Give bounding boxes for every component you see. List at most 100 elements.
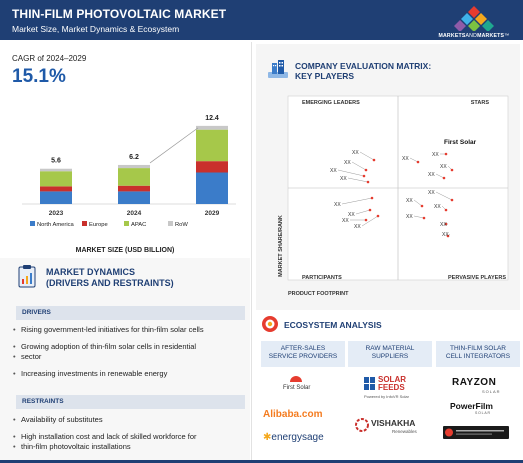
matrix-point-label: XX (330, 168, 337, 174)
energysage-mark-icon: ✱ (263, 432, 272, 443)
x-tick-label: 2024 (127, 210, 142, 217)
bar-europe-2023 (40, 186, 72, 192)
footer-line (0, 460, 523, 463)
bar-total-label: 12.4 (205, 115, 219, 122)
bar-total-label: 6.2 (129, 154, 139, 161)
matrix-connector (355, 209, 371, 215)
legend-label: RoW (175, 222, 188, 228)
header-bar: THIN-FILM PHOTOVOLTAIC MARKET Market Siz… (0, 0, 523, 40)
matrix-point (450, 198, 454, 202)
brand-energysage: ✱energysage (263, 432, 324, 443)
matrix-title: COMPANY EVALUATION MATRIX: KEY PLAYERS (295, 61, 432, 81)
matrix-point (420, 204, 424, 208)
matrix-connector (435, 191, 453, 201)
brand-vishakha: VISHAKHA (371, 418, 416, 428)
matrix-point (368, 208, 372, 212)
brand-powerfilm: PowerFilm (450, 401, 493, 411)
matrix-point-label: XX (354, 224, 361, 230)
logo-text: MARKETSANDMARKETS™ (438, 33, 510, 39)
restraints-label: RESTRAINTS (16, 395, 245, 409)
brand-vishakha-sub: Renewables (392, 429, 417, 434)
technology-partner-mark-icon (445, 428, 504, 437)
driver-item: Increasing investments in renewable ener… (13, 369, 167, 379)
market-size-chart: 5.6 2023 6.2 2024 12.4 2029 North America Europ… (22, 115, 236, 254)
bar-apac-2024 (118, 168, 150, 186)
x-tick-label: 2029 (205, 210, 220, 217)
eco-column-integrators: THIN-FILM SOLAR CELL INTEGRATORS (436, 341, 520, 367)
matrix-point-label: XX (440, 164, 447, 170)
legend-swatch (124, 221, 129, 226)
bar-row-2024 (118, 164, 150, 169)
dynamics-panel (0, 258, 250, 462)
bar-europe-2029 (196, 161, 228, 173)
matrix-point-label: XX (340, 176, 347, 182)
matrix-y-axis-label: MARKET SHARE/RANK (278, 215, 284, 277)
matrix-point-label: XX (428, 172, 435, 178)
vishakha-mark-icon (355, 418, 369, 432)
matrix-x-axis-label: PRODUCT FOOTPRINT (288, 291, 349, 297)
matrix-point (364, 168, 368, 172)
driver-item: Rising government-led initiatives for th… (13, 325, 204, 335)
matrix-connector (435, 173, 445, 179)
drivers-label: DRIVERS (16, 306, 245, 320)
bar-north-america-2023 (40, 191, 72, 204)
matrix-point (444, 222, 448, 226)
legend-label: North America (37, 222, 75, 228)
matrix-highlight-first-solar: First Solar (444, 139, 477, 146)
page-title: THIN-FILM PHOTOVOLTAIC MARKET (12, 7, 227, 21)
trend-line (149, 127, 199, 164)
page-subtitle: Market Size, Market Dynamics & Ecosystem (12, 24, 180, 34)
matrix-point (442, 176, 446, 180)
matrix-point-label: XX (344, 160, 351, 166)
marketsandmarkets-logo: MARKETSANDMARKETS™ (435, 5, 513, 39)
matrix-point-label: XX (348, 212, 355, 218)
matrix-point (444, 208, 448, 212)
cagr-value: 15.1% (12, 66, 66, 87)
buildings-icon (268, 60, 288, 78)
matrix-point (450, 168, 454, 172)
brand-first-solar: First Solar (283, 385, 311, 391)
logo-mark-icon (454, 6, 494, 32)
brand-solar-feeds: SOLAR FEEDS (378, 375, 406, 392)
matrix-point (416, 160, 420, 164)
matrix-point-label: XX (334, 202, 341, 208)
restraint-item: High installation cost and lack of skill… (13, 432, 196, 442)
matrix-connector (337, 169, 365, 177)
legend-label: APAC (131, 222, 146, 228)
matrix-point (376, 214, 380, 218)
matrix-connector (409, 157, 419, 163)
clipboard-icon (18, 265, 36, 288)
matrix-connector (413, 215, 425, 219)
brand-rayzon-sub: SOLAR (482, 389, 501, 394)
restraint-item-continuation: thin-film photovoltaic installations (13, 442, 131, 452)
matrix-point (362, 174, 366, 178)
legend-label: Europe (89, 222, 108, 228)
legend-swatch (168, 221, 173, 226)
legend-swatch (30, 221, 35, 226)
quadrant-stars: STARS (471, 100, 490, 106)
matrix-point-label: XX (428, 190, 435, 196)
technology-partner-logo (443, 426, 509, 439)
bar-apac-2023 (40, 171, 72, 187)
x-tick-label: 2023 (49, 210, 64, 217)
eco-column-raw-material: RAW MATERIAL SUPPLIERS (348, 341, 432, 367)
matrix-point (372, 158, 376, 162)
driver-item: Growing adoption of thin-film solar cell… (13, 342, 196, 352)
bar-row-2023 (40, 168, 72, 172)
ecosystem-title: ECOSYSTEM ANALYSIS (284, 320, 382, 330)
quadrant-pervasive-players: PERVASIVE PLAYERS (448, 275, 506, 281)
vertical-divider (251, 42, 252, 460)
legend-swatch (82, 221, 87, 226)
matrix-point-label: XX (440, 222, 447, 228)
bar-north-america-2024 (118, 191, 150, 204)
matrix-point-label: XX (442, 232, 449, 238)
quadrant-participants: PARTICIPANTS (302, 275, 342, 281)
brand-solar-feeds-sub: Powered by InfoVR Solar (364, 394, 409, 399)
matrix-point (444, 152, 448, 156)
matrix-point-label: XX (352, 150, 359, 156)
cagr-label: CAGR of 2024–2029 (12, 54, 87, 63)
bar-apac-2029 (196, 129, 228, 162)
matrix-point (364, 218, 368, 222)
matrix-point (366, 180, 370, 184)
bar-north-america-2029 (196, 172, 228, 204)
